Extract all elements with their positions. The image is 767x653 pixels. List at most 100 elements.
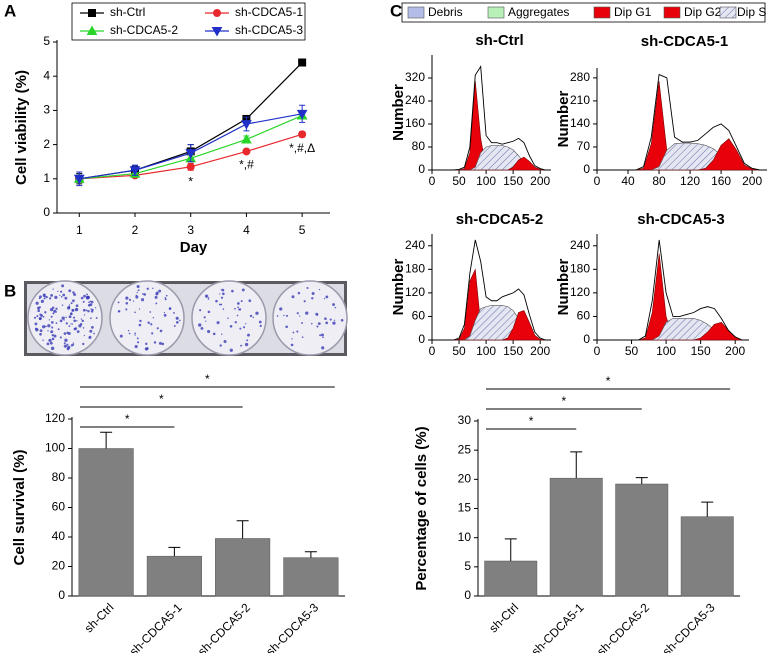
colony [78,324,82,328]
colony [137,341,140,344]
significance-label: * [562,394,567,408]
colony [71,323,74,325]
y-tick-label: 60 [52,500,66,514]
colony [59,336,62,339]
colony [236,314,239,317]
colony [305,311,309,315]
colony [296,330,299,333]
histogram-line [442,65,551,171]
colony [229,324,233,328]
colony [320,333,324,337]
colony [323,298,326,300]
colony [325,295,329,299]
colony [42,316,45,318]
colony [173,311,175,314]
colony [46,342,50,346]
legend-marker [211,27,223,37]
panel-title: sh-Ctrl [475,32,523,49]
colony [89,303,93,307]
colony [229,348,233,352]
legend-label: sh-CDCA5-1 [235,5,303,19]
colony [207,310,211,314]
colony [63,319,65,321]
phase-area [612,138,767,171]
colony [237,302,240,305]
x-tick-label: 200 [725,344,745,358]
colony [93,332,95,335]
colony [208,297,210,299]
x-tick-label: 200 [530,344,550,358]
x-tick-label: 2 [132,223,139,237]
legend-label: Dip S [737,5,766,19]
colony [203,316,206,319]
colony [40,299,44,303]
x-tick-label: 50 [452,174,466,188]
colony [321,346,325,350]
colony [136,291,138,294]
marker [298,58,307,67]
panel-label: B [4,281,16,300]
marker [73,174,85,185]
legend-swatch [719,6,737,19]
colony [47,330,49,332]
colony [138,308,141,310]
colony [81,319,84,323]
y-tick-label: 320 [405,70,425,84]
colony [279,307,283,311]
x-tick-label: sh-CDCA5-3 [263,600,321,653]
colony [34,322,38,326]
colony [64,296,68,300]
x-tick-label: 100 [476,174,496,188]
y-axis-label: Number [390,259,407,316]
colony [90,310,94,313]
colony [63,342,66,345]
histogram-line [610,239,749,341]
colony [73,293,77,296]
y-tick-label: 80 [52,470,66,484]
colony [50,315,53,318]
colony [158,289,162,293]
annotation: *,# [239,157,254,171]
colony [88,335,92,339]
colony [222,292,225,296]
colony [255,311,259,315]
colony [311,322,313,325]
colony [165,294,168,297]
colony [64,338,68,342]
error-bar [635,477,648,484]
colony [301,321,304,324]
bar [283,557,339,597]
phase-area [442,156,551,171]
colony [50,330,54,334]
colony [69,312,73,316]
x-tick-label: sh-CDCA5-1 [529,600,587,653]
y-tick-label: 0 [583,332,590,346]
y-tick-label: 0 [418,162,425,176]
colony [63,332,67,335]
marker [242,147,251,156]
bar [215,538,271,597]
colony [128,298,132,301]
y-tick-label: 1 [43,171,50,185]
colony [89,300,92,303]
marker [241,133,252,144]
colony [83,334,86,337]
colony [72,299,75,303]
colony [137,289,140,292]
legend-box [71,2,306,41]
colony [145,342,148,346]
well [272,280,348,356]
colony [291,295,295,299]
x-tick-label: sh-CDCA5-1 [127,600,185,653]
legend-label: sh-Ctrl [110,5,145,19]
y-tick-label: 20 [52,559,66,573]
colony [55,307,58,310]
y-tick-label: 25 [458,442,472,456]
bar [78,448,134,597]
colony [70,323,72,325]
colony-plate-photo [24,280,348,356]
colony [53,309,57,313]
colony [139,319,142,323]
y-axis-label: Number [390,84,407,141]
error-bar [304,551,317,558]
